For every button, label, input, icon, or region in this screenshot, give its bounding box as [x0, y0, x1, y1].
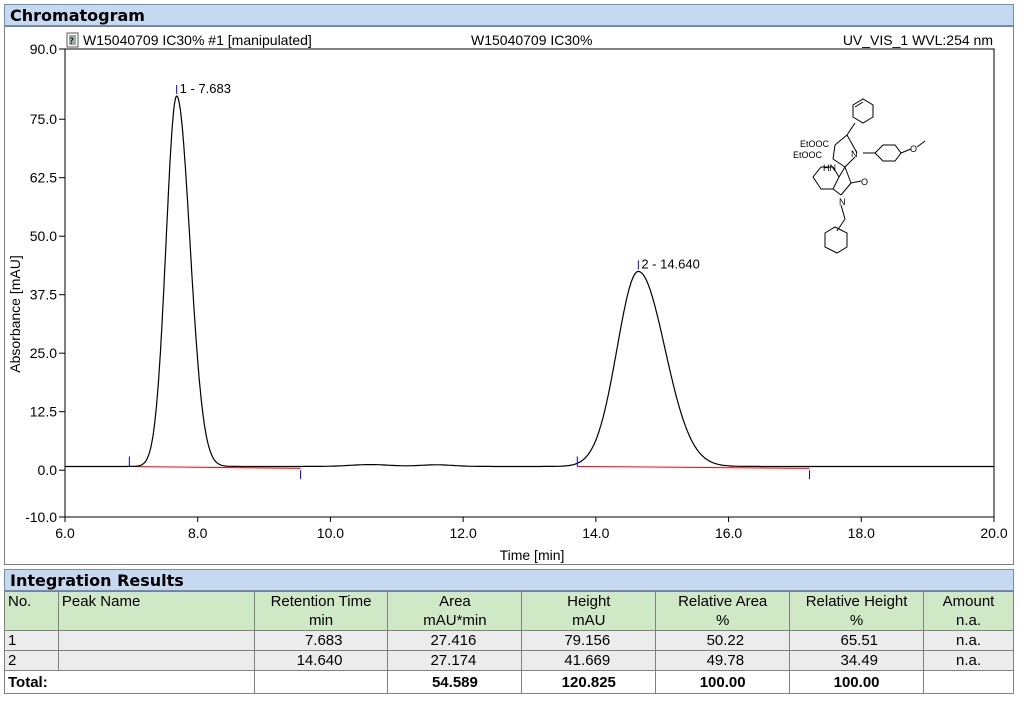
structure-label-ester-2: EtOOC — [793, 150, 823, 160]
x-tick-label: 6.0 — [55, 525, 75, 541]
header-peak-name: Peak Name — [57, 591, 255, 631]
header-area: Area mAU*min — [387, 591, 523, 631]
total-relative-area: 100.00 — [655, 670, 791, 694]
cell-retention-time: 14.640 — [253, 650, 389, 671]
header-height: Height mAU — [521, 591, 657, 631]
cell-no: 2 — [4, 650, 59, 671]
total-retention-time — [253, 670, 389, 694]
x-axis-label: Time [min] — [500, 547, 565, 563]
y-axis-ticks: -10.0 0.0 12.5 25.0 37.5 50.0 62.5 75.0 90.0 — [25, 41, 65, 525]
y-tick-label: 25.0 — [30, 345, 57, 361]
peak-markers — [128, 85, 811, 480]
cell-relative-height: 65.51 — [789, 630, 925, 651]
peak-labels: 1 - 7.683 2 - 14.640 — [180, 81, 700, 271]
cell-retention-time: 7.683 — [253, 630, 389, 651]
header-relative-height: Relative Height% — [789, 591, 925, 631]
structure-label-o-carbonyl: O — [861, 177, 868, 187]
x-tick-label: 10.0 — [317, 525, 344, 541]
y-tick-label: 75.0 — [30, 111, 57, 127]
cell-peak-name — [57, 630, 255, 651]
cell-area: 27.416 — [387, 630, 523, 651]
x-tick-label: 14.0 — [582, 525, 609, 541]
file-icon: ? — [66, 32, 79, 48]
x-tick-label: 12.0 — [450, 525, 477, 541]
header-relative-area: Relative Area% — [655, 591, 791, 631]
peak-baseline — [577, 465, 810, 469]
total-height: 120.825 — [521, 670, 657, 694]
structure-label-n-1: N — [851, 149, 858, 159]
cell-relative-area: 50.22 — [655, 630, 791, 651]
cell-height: 41.669 — [521, 650, 657, 671]
integration-title: Integration Results — [10, 571, 184, 590]
y-tick-label: 12.5 — [30, 404, 57, 420]
y-tick-label: -10.0 — [25, 509, 57, 525]
chromatogram-trace — [65, 95, 994, 468]
structure-label-n-2: N — [839, 197, 846, 207]
peak-baseline — [129, 465, 301, 469]
chromatogram-panel-header: Chromatogram — [4, 4, 1014, 26]
x-tick-label: 20.0 — [980, 525, 1007, 541]
chromatogram-title: Chromatogram — [10, 6, 145, 25]
total-area: 54.589 — [387, 670, 523, 694]
chromatogram-chart-frame: ? W15040709 IC30% #1 [manipulated] W1504… — [4, 26, 1014, 565]
molecule-structure-image: EtOOC EtOOC N HN O N O — [793, 98, 926, 254]
cell-amount: n.a. — [923, 650, 1014, 671]
x-tick-label: 8.0 — [188, 525, 208, 541]
y-tick-label: 37.5 — [30, 287, 57, 303]
x-tick-label: 16.0 — [715, 525, 742, 541]
table-row: 1 7.683 27.416 79.156 50.22 65.51 n.a. — [4, 630, 1014, 651]
chart-header-right: UV_VIS_1 WVL:254 nm — [843, 32, 993, 48]
peak-baselines — [129, 465, 810, 469]
cell-height: 79.156 — [521, 630, 657, 651]
table-header-row: No. Peak Name Retention Time min Area mAU*… — [4, 591, 1014, 631]
header-amount: Amount n.a. — [923, 591, 1014, 631]
y-tick-label: 62.5 — [30, 170, 57, 186]
structure-label-o-methoxy: O — [910, 144, 917, 154]
cell-relative-area: 49.78 — [655, 650, 791, 671]
integration-results-table: No. Peak Name Retention Time min Area mAU*… — [4, 591, 1014, 694]
chart-header-left: W15040709 IC30% #1 [manipulated] — [83, 32, 312, 48]
svg-text:?: ? — [69, 37, 74, 47]
table-total-row: Total: 54.589 120.825 100.00 100.00 — [4, 670, 1014, 694]
cell-peak-name — [57, 650, 255, 671]
y-axis-label: Absorbance [mAU] — [7, 255, 23, 373]
cell-area: 27.174 — [387, 650, 523, 671]
cell-no: 1 — [4, 630, 59, 651]
plot-area — [64, 48, 995, 518]
y-tick-label: 50.0 — [30, 228, 57, 244]
table-row: 2 14.640 27.174 41.669 49.78 34.49 n.a. — [4, 650, 1014, 671]
x-axis-ticks: 6.0 8.0 10.0 12.0 14.0 16.0 18.0 20.0 — [55, 517, 1008, 541]
header-retention-time: Retention Time min — [253, 591, 389, 631]
chromatogram-chart: ? W15040709 IC30% #1 [manipulated] W1504… — [7, 32, 1008, 563]
structure-label-ester-1: EtOOC — [800, 139, 830, 149]
cell-relative-height: 34.49 — [789, 650, 925, 671]
header-no: No. — [4, 591, 59, 631]
cell-amount: n.a. — [923, 630, 1014, 651]
integration-panel-header: Integration Results — [4, 569, 1014, 591]
chart-header-center: W15040709 IC30% — [471, 32, 592, 48]
total-amount — [923, 670, 1014, 694]
total-relative-height: 100.00 — [789, 670, 925, 694]
y-tick-label: 90.0 — [30, 41, 57, 57]
peak-label: 1 - 7.683 — [180, 81, 231, 96]
y-tick-label: 0.0 — [38, 462, 58, 478]
structure-label-nh: HN — [823, 163, 836, 173]
x-tick-label: 18.0 — [848, 525, 875, 541]
total-label: Total: — [4, 670, 255, 694]
peak-label: 2 - 14.640 — [641, 256, 700, 271]
